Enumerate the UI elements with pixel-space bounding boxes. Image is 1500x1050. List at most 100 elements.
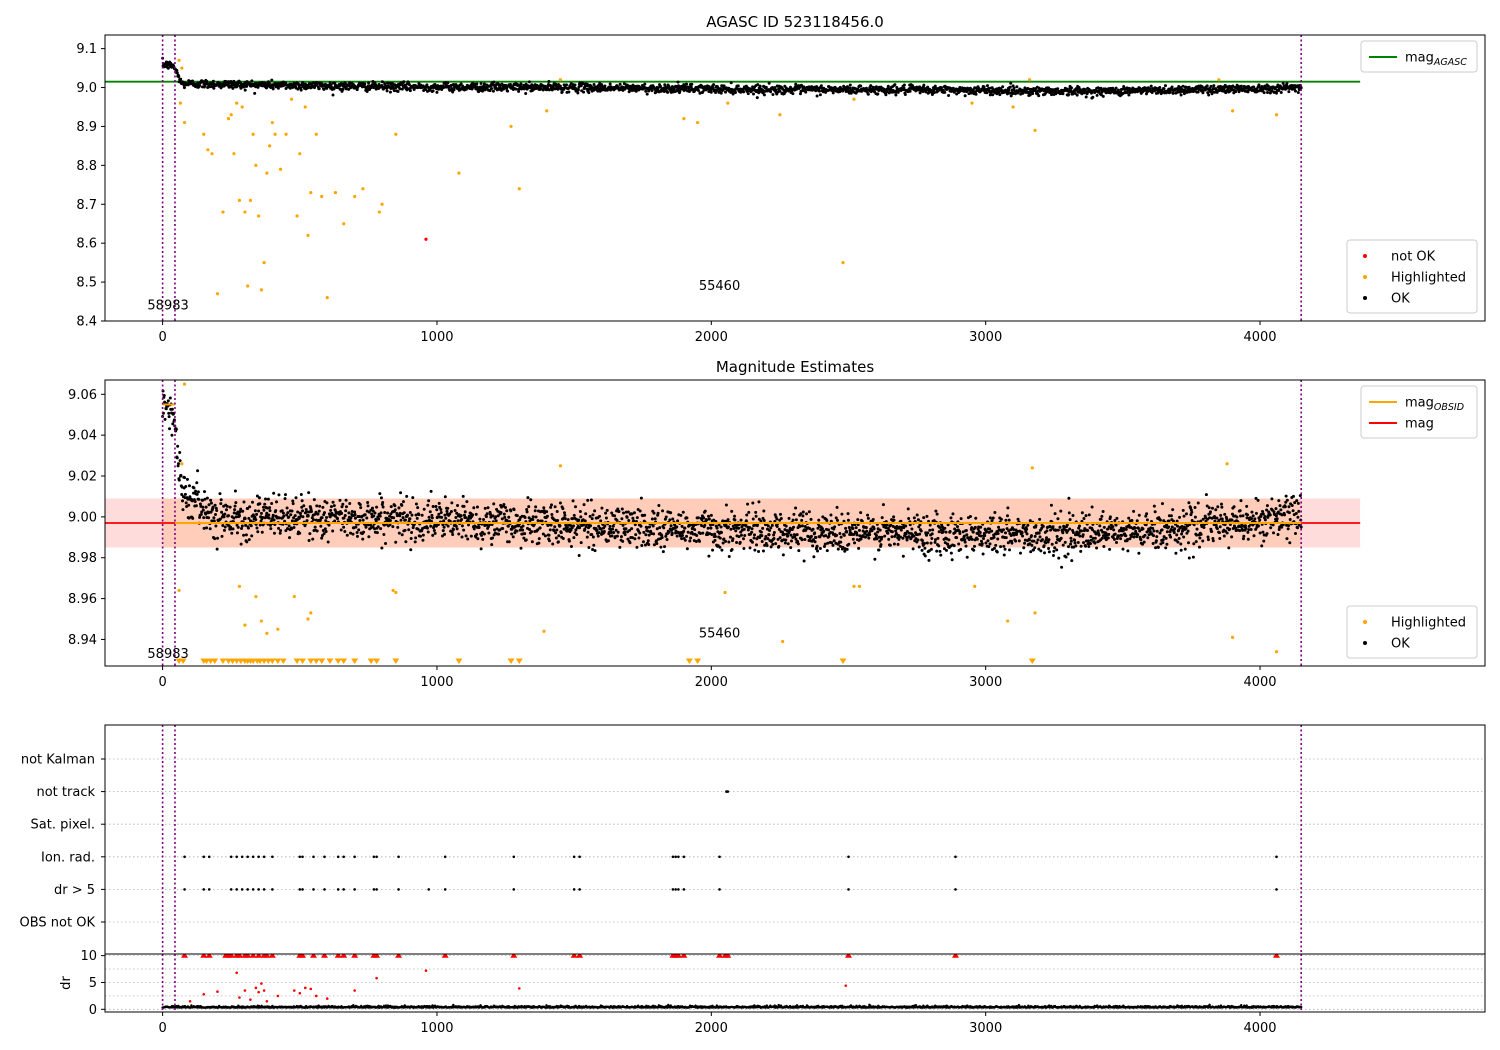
ok-point [177, 478, 181, 482]
ok-point [211, 79, 215, 83]
ok-point [522, 536, 526, 540]
ok-point [578, 510, 582, 514]
ok-point [232, 511, 236, 515]
ok-point [1108, 547, 1112, 551]
ok-point [343, 529, 347, 533]
ok-point [588, 514, 592, 518]
ok-point [1089, 535, 1093, 539]
ok-point [803, 538, 807, 542]
ok-point [531, 518, 535, 522]
ok-point [890, 535, 894, 539]
ok-point [327, 523, 331, 527]
ok-point [694, 539, 698, 543]
ok-point [676, 519, 680, 523]
ok-point [621, 539, 625, 543]
x-tick-label: 1000 [420, 330, 453, 345]
ok-point [268, 506, 272, 510]
ok-point [1012, 527, 1016, 531]
ok-point [651, 524, 655, 528]
highlighted-point [262, 261, 266, 265]
plot-content [105, 35, 1361, 321]
ok-point [263, 502, 267, 506]
ok-point [499, 511, 503, 515]
ok-point [739, 533, 743, 537]
ok-point [899, 528, 903, 532]
ok-point [196, 469, 200, 473]
ok-point [803, 525, 807, 529]
ok-point [256, 530, 260, 534]
ok-point [426, 503, 430, 507]
ok-point [883, 534, 887, 538]
ok-point [1086, 539, 1090, 543]
ok-point [615, 518, 619, 522]
ok-point [1299, 86, 1303, 90]
ok-point [289, 513, 293, 517]
ok-point [963, 538, 967, 542]
ok-point [288, 536, 292, 540]
ok-point [401, 500, 405, 504]
ok-point [548, 528, 552, 532]
ok-point [339, 87, 343, 91]
ok-point [595, 528, 599, 532]
ok-point [669, 511, 673, 515]
ok-point [1075, 87, 1079, 91]
ok-point [213, 503, 217, 507]
ok-point [606, 539, 610, 543]
highlighted-point [221, 210, 225, 214]
ok-point [587, 546, 591, 550]
ok-point [916, 538, 920, 542]
ok-point [187, 503, 191, 507]
ok-point [663, 83, 667, 87]
highlighted-point [177, 58, 181, 62]
y-tick-label: 8.4 [76, 315, 97, 330]
ok-point [204, 505, 208, 509]
ok-point [911, 547, 915, 551]
ok-point [750, 540, 754, 544]
ok-point [505, 519, 509, 523]
ok-point [227, 514, 231, 518]
ok-point [871, 85, 875, 89]
ok-point [889, 523, 893, 527]
ok-point [203, 497, 207, 501]
ok-point [480, 533, 484, 537]
ok-point [996, 537, 1000, 541]
ok-point [479, 547, 483, 551]
ok-point [388, 519, 392, 523]
ok-point [561, 507, 565, 511]
ok-point [578, 526, 582, 530]
ok-point [198, 83, 202, 87]
ok-point [385, 89, 389, 93]
ok-point [176, 464, 180, 468]
ok-point [615, 534, 619, 538]
ok-point [593, 549, 597, 553]
ok-point [563, 517, 567, 521]
ok-point [427, 499, 431, 503]
ok-point [848, 86, 852, 90]
ok-point [1112, 528, 1116, 532]
ok-point [612, 531, 616, 535]
ok-point [321, 505, 325, 509]
ok-point [871, 517, 875, 521]
ok-point [732, 526, 736, 530]
ok-point [824, 534, 828, 538]
ok-point [344, 505, 348, 509]
ok-point [933, 84, 937, 88]
ok-point [404, 540, 408, 544]
ok-point [566, 518, 570, 522]
ok-point [213, 512, 217, 516]
ok-point [975, 537, 979, 541]
ok-point [300, 499, 304, 503]
ok-point [1009, 94, 1013, 98]
ok-point [746, 528, 750, 532]
ok-point [981, 536, 985, 540]
ok-point [884, 526, 888, 530]
ok-point [637, 536, 641, 540]
highlighted-point [270, 120, 274, 125]
ok-point [214, 506, 218, 510]
ok-point [1116, 88, 1120, 92]
ok-point [361, 537, 365, 541]
ok-point [924, 90, 928, 94]
ok-point [192, 486, 196, 490]
ok-point [857, 528, 861, 532]
